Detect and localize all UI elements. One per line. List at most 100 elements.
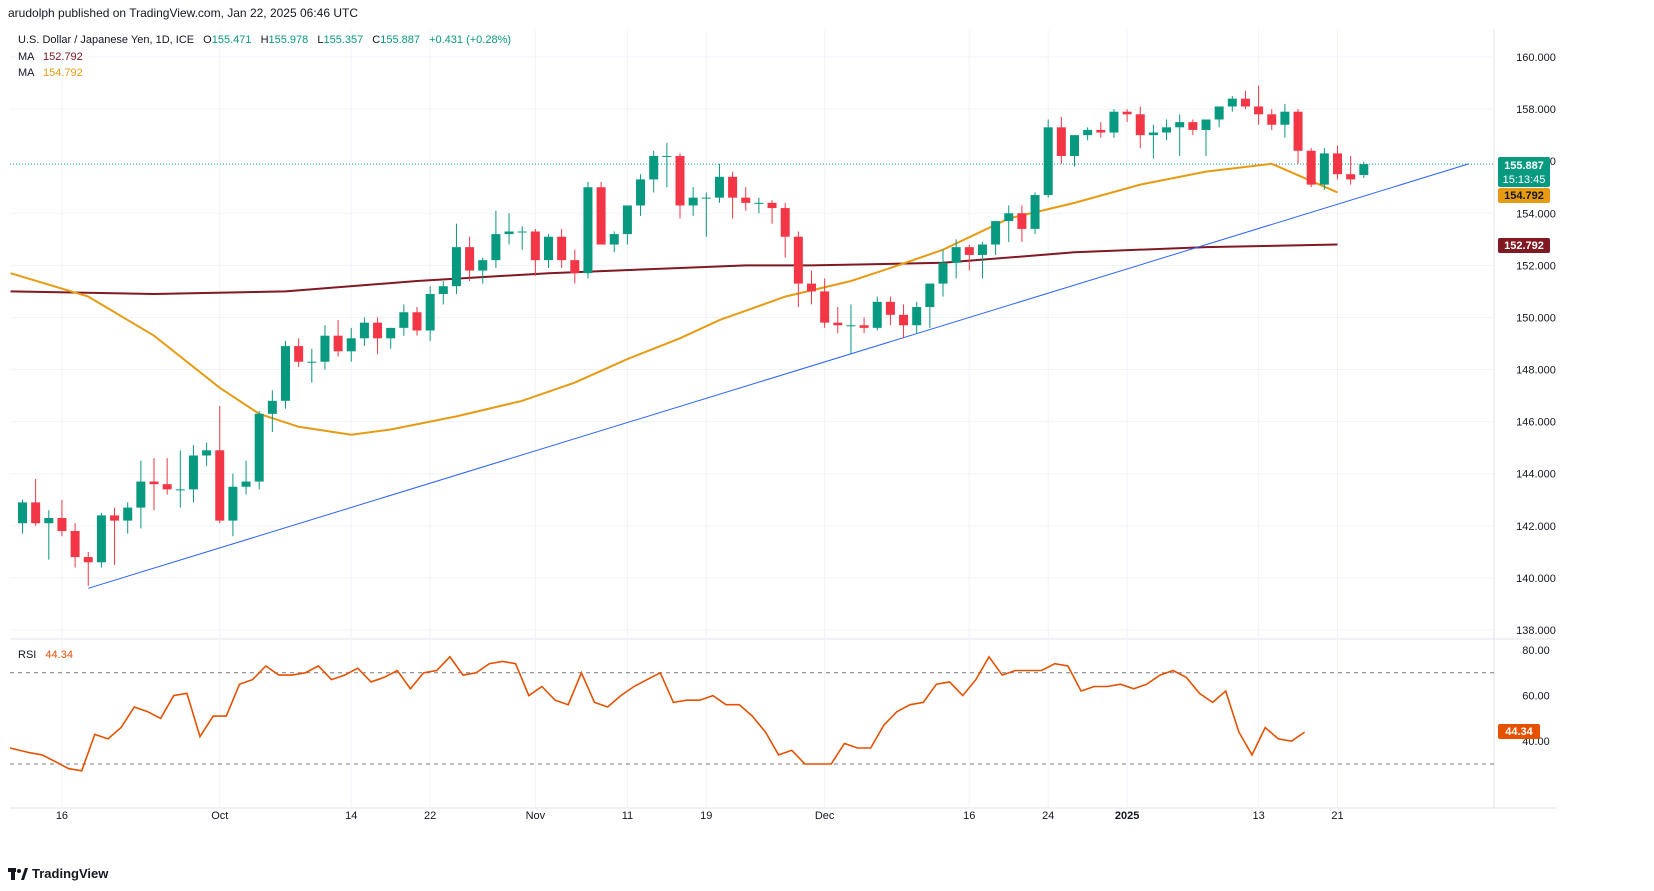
candle bbox=[1083, 127, 1093, 141]
candle bbox=[386, 327, 396, 349]
candle bbox=[162, 458, 172, 495]
candle-body bbox=[149, 481, 159, 485]
candle-body bbox=[320, 335, 330, 362]
time-tick-label: 24 bbox=[1042, 810, 1054, 822]
candle bbox=[1017, 205, 1027, 242]
candle-body bbox=[1070, 135, 1079, 156]
candle bbox=[1267, 109, 1277, 130]
candle bbox=[636, 174, 646, 216]
time-tick-label: Nov bbox=[526, 810, 546, 822]
candle bbox=[1293, 109, 1303, 164]
candle bbox=[399, 304, 409, 336]
candle-body bbox=[1254, 106, 1264, 115]
candle bbox=[1280, 103, 1290, 138]
candle bbox=[544, 234, 553, 268]
candle bbox=[1333, 145, 1342, 180]
price-tick-label: 160.000 bbox=[1516, 52, 1556, 64]
ma-long-tag: 152.792 bbox=[1498, 238, 1550, 253]
candle-body bbox=[188, 455, 198, 490]
candle-body bbox=[1030, 195, 1040, 229]
candle-body bbox=[1214, 106, 1224, 120]
candle-body bbox=[741, 197, 751, 203]
tradingview-logo-icon bbox=[8, 867, 28, 880]
candle bbox=[320, 325, 330, 370]
axes: 160.000158.000156.000154.000152.000150.0… bbox=[56, 52, 1556, 822]
candle bbox=[701, 192, 711, 237]
candle-body bbox=[885, 301, 895, 315]
candle bbox=[741, 187, 751, 211]
symbol-line: U.S. Dollar / Japanese Yen, 1D, ICE O155… bbox=[18, 34, 511, 46]
candle-body bbox=[31, 502, 41, 524]
last-price-tag: 155.887 15:13:45 bbox=[1498, 157, 1550, 187]
candle-body bbox=[767, 202, 777, 209]
candle bbox=[793, 231, 803, 308]
price-tick-label: 154.000 bbox=[1516, 208, 1556, 220]
price-tick-label: 148.000 bbox=[1516, 365, 1556, 377]
candle-body bbox=[241, 481, 251, 487]
time-tick-label: 16 bbox=[963, 810, 975, 822]
candle bbox=[964, 244, 974, 271]
rsi-value-label: 44.34 bbox=[1505, 726, 1533, 738]
candle-body bbox=[912, 307, 922, 326]
candle-body bbox=[964, 247, 974, 255]
candle-body bbox=[925, 283, 935, 308]
candle bbox=[899, 304, 909, 339]
candle-body bbox=[412, 312, 422, 331]
candle-body bbox=[544, 236, 553, 261]
candle bbox=[281, 340, 290, 409]
candle bbox=[491, 210, 501, 268]
candle-body bbox=[899, 314, 909, 326]
candle-body bbox=[1162, 127, 1172, 133]
candle-body bbox=[622, 205, 632, 235]
candle-body bbox=[1306, 150, 1316, 185]
candle-body bbox=[281, 346, 290, 401]
candle bbox=[96, 512, 106, 568]
ma-long-legend: MA 152.792 bbox=[18, 51, 83, 63]
candle bbox=[767, 200, 777, 224]
candle-body bbox=[1109, 111, 1119, 133]
candle bbox=[44, 510, 54, 560]
candle bbox=[938, 249, 948, 297]
candle-body bbox=[175, 489, 185, 491]
rsi-line bbox=[9, 655, 1306, 772]
ma-short-legend: MA 154.792 bbox=[18, 67, 83, 79]
candle-body bbox=[820, 291, 830, 323]
price-tick-label: 138.000 bbox=[1516, 625, 1556, 637]
candle bbox=[1254, 85, 1264, 125]
candle bbox=[31, 478, 41, 526]
candle bbox=[570, 249, 580, 284]
candle bbox=[1122, 109, 1132, 123]
candle-body bbox=[83, 557, 93, 563]
candle-body bbox=[333, 335, 343, 352]
candle bbox=[188, 445, 198, 503]
price-tick-label: 142.000 bbox=[1516, 521, 1556, 533]
candle bbox=[951, 239, 961, 279]
candle-body bbox=[425, 294, 435, 331]
candle bbox=[609, 231, 619, 253]
candle-body bbox=[1201, 119, 1211, 130]
candle bbox=[1214, 106, 1224, 128]
candle-body bbox=[754, 202, 764, 204]
candle bbox=[359, 317, 369, 347]
ma-long-price-label: 152.792 bbox=[1504, 240, 1544, 252]
candle bbox=[294, 338, 304, 367]
candle-body bbox=[636, 179, 646, 206]
time-tick-label: 11 bbox=[622, 810, 633, 822]
candle-body bbox=[701, 197, 711, 199]
candle-body bbox=[1319, 153, 1329, 185]
candle-body bbox=[1135, 114, 1145, 136]
candle bbox=[1240, 90, 1250, 110]
rsi-legend: RSI 44.34 bbox=[18, 649, 73, 661]
price-tick-label: 144.000 bbox=[1516, 469, 1556, 481]
candle bbox=[149, 458, 159, 511]
time-tick-label: 22 bbox=[424, 810, 436, 822]
rsi-tick-label: 40.00 bbox=[1522, 736, 1550, 748]
candle-body bbox=[872, 301, 882, 328]
candle-body bbox=[846, 325, 856, 327]
candle-body bbox=[649, 155, 659, 180]
candle bbox=[662, 142, 672, 188]
candle bbox=[215, 406, 225, 524]
candle-body bbox=[807, 283, 816, 292]
price-tick-label: 146.000 bbox=[1516, 417, 1556, 429]
